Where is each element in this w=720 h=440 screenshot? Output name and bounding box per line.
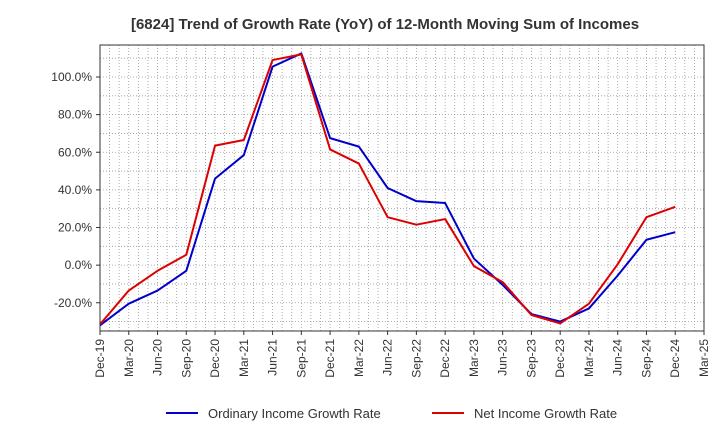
x-tick-label: Sep-21 (294, 339, 308, 378)
y-tick-label: -20.0% (54, 296, 92, 310)
x-tick-label: Jun-22 (381, 339, 395, 376)
axes: -20.0% 0.0% 20.0% 40.0% 60.0% 80.0% 100.0% Dec-… (51, 44, 711, 378)
chart-title: [6824] Trend of Growth Rate (YoY) of 12-… (131, 16, 639, 33)
x-tick-label: Sep-23 (524, 339, 538, 378)
plot-background (100, 45, 704, 331)
y-tick-label: 100.0% (51, 70, 92, 84)
y-tick-label: 20.0% (58, 221, 92, 235)
x-tick-label: Dec-23 (553, 339, 567, 378)
x-tick-label: Dec-19 (93, 339, 107, 378)
y-tick-label: 60.0% (58, 145, 92, 159)
legend: Ordinary Income Growth Rate Net Income Gr… (166, 406, 617, 421)
x-tick-label: Mar-20 (122, 339, 136, 377)
x-tick-label: Dec-24 (668, 339, 682, 378)
x-tick-label: Mar-23 (467, 339, 481, 377)
series-layer (99, 52, 676, 327)
plot-area (100, 45, 704, 331)
x-tick-label: Jun-23 (496, 339, 510, 376)
x-tick-label: Dec-21 (323, 339, 337, 378)
x-tick-label: Mar-22 (352, 339, 366, 377)
x-tick-label: Sep-24 (639, 339, 653, 378)
y-tick-label: 80.0% (58, 108, 92, 122)
x-tick-label: Dec-22 (438, 339, 452, 378)
x-tick-label: Sep-22 (409, 339, 423, 378)
x-tick-label: Jun-20 (151, 339, 165, 376)
plot-border (99, 44, 705, 332)
y-tick-label: 0.0% (65, 258, 93, 272)
series-line-1 (99, 52, 676, 327)
x-tick-label: Sep-20 (179, 339, 193, 378)
series-line-2 (99, 53, 676, 326)
x-tick-label: Jun-24 (611, 339, 625, 376)
legend-label-2: Net Income Growth Rate (474, 406, 617, 421)
legend-label-1: Ordinary Income Growth Rate (208, 406, 381, 421)
x-tick-label: Mar-25 (697, 339, 711, 377)
x-tick-label: Mar-21 (237, 339, 251, 377)
x-tick-label: Jun-21 (266, 339, 280, 376)
x-tick-label: Mar-24 (582, 339, 596, 377)
y-tick-label: 40.0% (58, 183, 92, 197)
x-tick-label: Dec-20 (208, 339, 222, 378)
